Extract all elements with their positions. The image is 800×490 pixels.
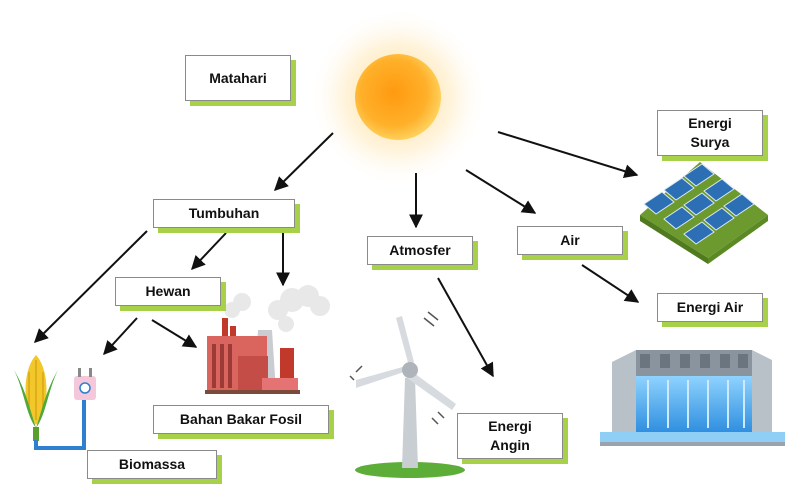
label-hewan: Hewan: [115, 277, 221, 306]
label-matahari: Matahari: [185, 55, 291, 101]
label-air: Air: [517, 226, 623, 255]
corn-icon: [14, 355, 58, 441]
label-bahan-bakar-fosil: Bahan Bakar Fosil: [153, 405, 329, 434]
arrows: [34, 131, 640, 378]
arrow-air-to-energi-air: [581, 264, 640, 303]
plug-cable: [34, 396, 86, 450]
wind-turbine-icon: [349, 311, 465, 478]
sun-icon: [308, 7, 488, 187]
hydro-dam-icon: [600, 350, 785, 446]
arrow-hewan-to-biomassa: [103, 317, 138, 356]
label-biomassa: Biomassa: [87, 450, 217, 479]
label-energi-surya: Energi Surya: [657, 110, 763, 156]
label-energi-air: Energi Air: [657, 293, 763, 322]
solar-panel-icon: [640, 162, 768, 264]
arrow-tumbuhan-to-hewan: [191, 232, 227, 271]
arrow-atmosfer-to-angin: [437, 277, 494, 378]
arrow-sun-to-energi-surya: [497, 131, 639, 178]
plug-icon: [74, 368, 96, 400]
arrow-hewan-to-fosil: [151, 319, 198, 348]
arrow-sun-to-air: [465, 169, 537, 214]
label-tumbuhan: Tumbuhan: [153, 199, 295, 228]
label-energi-angin: Energi Angin: [457, 413, 563, 459]
arrow-tumbuhan-to-biomassa: [34, 230, 148, 343]
factory-icon: [205, 285, 330, 394]
arrow-sun-to-tumbuhan: [274, 132, 334, 191]
label-atmosfer: Atmosfer: [367, 236, 473, 265]
